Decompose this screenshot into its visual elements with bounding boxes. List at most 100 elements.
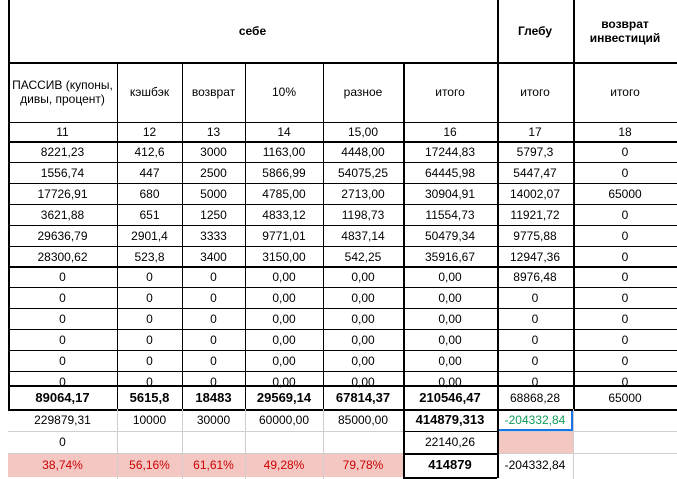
extra-row-1-c3[interactable]: 60000,00	[258, 413, 310, 427]
table-row-8-c0[interactable]: 0	[59, 311, 66, 326]
table-row-5-c5[interactable]: 35916,67	[424, 249, 476, 264]
table-row-1-c7[interactable]: 0	[621, 165, 629, 180]
table-row-4-c0[interactable]: 29636,79	[37, 228, 88, 243]
table-row-7-c7[interactable]: 0	[621, 290, 629, 305]
extra-row-2-c4[interactable]	[323, 431, 403, 453]
table-row-2-c5[interactable]: 30904,91	[424, 186, 476, 201]
extra-row-1-c4[interactable]: 85000,00	[337, 413, 389, 427]
table-row-4-c4[interactable]: 4837,14	[341, 228, 385, 243]
table-row-10-c6[interactable]: 0	[531, 353, 539, 368]
table-row-6-c4[interactable]: 0,00	[351, 269, 375, 284]
table-row-0-c7[interactable]: 0	[621, 144, 629, 159]
table-row-6-c2[interactable]: 0	[210, 269, 217, 284]
table-row-7-c0[interactable]: 0	[59, 290, 66, 305]
table-row-11-c2[interactable]: 0	[210, 374, 217, 389]
table-row-6-c5[interactable]: 0,00	[438, 269, 462, 284]
col-header-itogo-17[interactable]: итого	[520, 85, 550, 99]
table-row-1-c1[interactable]: 447	[139, 165, 160, 180]
extra-row-2-c5[interactable]: 22140,26	[424, 435, 476, 449]
table-row-10-c1[interactable]: 0	[146, 353, 153, 368]
extra-row-2-c3[interactable]	[245, 431, 323, 453]
col-number-c0[interactable]: 11	[56, 124, 69, 139]
totals-row-c1[interactable]: 5615,8	[129, 390, 170, 405]
table-row-8-c4[interactable]: 0,00	[351, 311, 375, 326]
extra-row-1-c6[interactable]: -204332,84	[497, 409, 573, 431]
header-sebe[interactable]: себе	[238, 24, 267, 38]
table-row-0-c6[interactable]: 5797,3	[516, 144, 554, 159]
table-row-4-c3[interactable]: 9771,01	[262, 228, 306, 243]
col-header-itogo-18[interactable]: итого	[610, 85, 640, 99]
table-row-9-c2[interactable]: 0	[210, 332, 217, 347]
table-row-8-c2[interactable]: 0	[210, 311, 217, 326]
table-row-2-c2[interactable]: 5000	[200, 186, 227, 201]
table-row-0-c5[interactable]: 17244,83	[424, 144, 476, 159]
extra-row-1-c1[interactable]: 10000	[132, 413, 167, 427]
table-row-7-c5[interactable]: 0,00	[438, 290, 462, 305]
percent-row-c1[interactable]: 56,16%	[117, 453, 182, 477]
extra-row-1-c0[interactable]: 229879,31	[34, 413, 91, 427]
table-row-4-c6[interactable]: 9775,88	[513, 228, 557, 243]
col-number-c7[interactable]: 18	[618, 124, 632, 139]
table-row-10-c5[interactable]: 0,00	[438, 353, 462, 368]
extra-row-1-c5[interactable]: 414879,313	[415, 412, 485, 427]
table-row-0-c4[interactable]: 4448,00	[341, 144, 385, 159]
table-row-1-c0[interactable]: 1556,74	[40, 165, 85, 180]
table-row-10-c4[interactable]: 0,00	[351, 353, 375, 368]
table-row-8-c7[interactable]: 0	[621, 311, 629, 326]
table-row-6-c6[interactable]: 8976,48	[513, 269, 557, 284]
table-row-3-c5[interactable]: 11554,73	[425, 207, 475, 222]
header-vozvrat-investitsiy[interactable]: возврат инвестиций	[589, 17, 661, 45]
percent-row-c6[interactable]: -204332,84	[504, 458, 566, 472]
table-row-3-c3[interactable]: 4833,12	[262, 207, 306, 222]
header-glebu[interactable]: Глебу	[517, 24, 553, 38]
table-row-11-c7[interactable]: 0	[621, 374, 629, 389]
table-row-4-c5[interactable]: 50479,34	[424, 228, 476, 243]
table-row-1-c4[interactable]: 54075,25	[337, 165, 389, 180]
col-number-c2[interactable]: 13	[206, 124, 221, 139]
extra-row-2-c0[interactable]: 0	[59, 435, 66, 449]
totals-row-c0[interactable]: 89064,17	[35, 390, 90, 405]
table-row-2-c3[interactable]: 4785,00	[262, 186, 306, 201]
percent-row-c3[interactable]: 49,28%	[245, 453, 323, 477]
col-header-cashback[interactable]: кэшбэк	[129, 85, 170, 99]
table-row-2-c1[interactable]: 680	[139, 186, 160, 201]
table-row-9-c3[interactable]: 0,00	[272, 332, 296, 347]
table-row-2-c0[interactable]: 17726,91	[37, 186, 88, 201]
table-row-7-c2[interactable]: 0	[210, 290, 217, 305]
table-row-3-c0[interactable]: 3621,88	[40, 207, 85, 222]
table-row-3-c7[interactable]: 0	[621, 207, 629, 222]
table-row-0-c1[interactable]: 412,6	[134, 144, 165, 159]
col-number-c6[interactable]: 17	[528, 124, 542, 139]
table-row-10-c3[interactable]: 0,00	[272, 353, 296, 368]
table-row-11-c1[interactable]: 0	[146, 374, 153, 389]
table-row-6-c1[interactable]: 0	[146, 269, 153, 284]
table-row-5-c1[interactable]: 523,8	[134, 249, 165, 264]
table-row-10-c7[interactable]: 0	[621, 353, 629, 368]
table-row-2-c4[interactable]: 2713,00	[341, 186, 385, 201]
table-row-5-c4[interactable]: 542,25	[344, 249, 382, 264]
percent-row-c4[interactable]: 79,78%	[323, 453, 403, 477]
totals-row-c7[interactable]: 65000	[608, 391, 642, 405]
table-row-11-c0[interactable]: 0	[59, 374, 66, 389]
col-header-raznoe[interactable]: разное	[343, 85, 383, 99]
col-number-c4[interactable]: 15,00	[347, 124, 379, 139]
table-row-3-c4[interactable]: 1198,73	[341, 207, 385, 222]
table-row-7-c4[interactable]: 0,00	[351, 290, 375, 305]
col-number-c3[interactable]: 14	[277, 124, 291, 139]
table-row-6-c0[interactable]: 0	[59, 269, 66, 284]
table-row-8-c6[interactable]: 0	[531, 311, 539, 326]
col-header-vozvrat[interactable]: возврат	[191, 85, 236, 99]
table-row-5-c0[interactable]: 28300,62	[37, 249, 88, 264]
percent-row-c0[interactable]: 38,74%	[8, 453, 117, 477]
table-row-0-c0[interactable]: 8221,23	[40, 144, 85, 159]
table-row-9-c6[interactable]: 0	[531, 332, 539, 347]
table-row-9-c1[interactable]: 0	[146, 332, 153, 347]
table-row-5-c7[interactable]: 0	[621, 249, 629, 264]
totals-row-c2[interactable]: 18483	[195, 390, 232, 405]
percent-row-c5[interactable]: 414879	[428, 457, 472, 472]
table-row-7-c3[interactable]: 0,00	[272, 290, 296, 305]
table-row-1-c5[interactable]: 64445,98	[424, 165, 476, 180]
totals-row-c5[interactable]: 210546,47	[419, 390, 481, 405]
totals-row-c4[interactable]: 67814,37	[335, 390, 391, 405]
table-row-4-c2[interactable]: 3333	[200, 228, 227, 243]
